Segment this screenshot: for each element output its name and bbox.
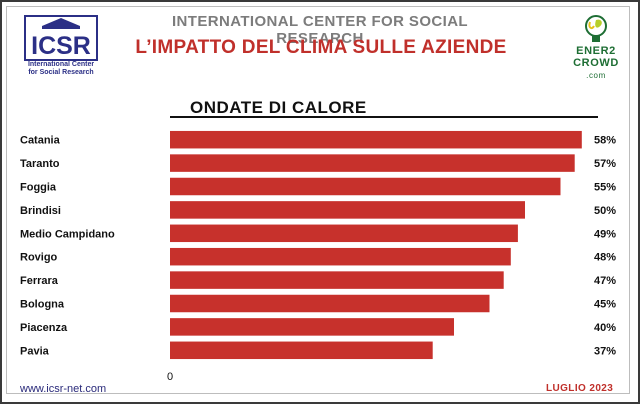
value-label: 47% [594,275,616,287]
bar-piacenza [170,318,454,336]
category-labels: Catania Taranto Foggia Brindisi Medio Campid… [20,135,115,358]
logo-line-2: CROWD [573,57,619,69]
ener2crowd-logo: ENER2 CROWD .com [566,12,626,84]
x-ticks: 0 [167,371,173,383]
category-label: Bologna [20,299,65,311]
logo-acronym: ICSR [31,32,91,60]
value-label: 50% [594,205,616,217]
value-label: 58% [594,135,616,147]
category-label: Rovigo [20,252,58,264]
bar-foggia [170,177,561,196]
bar-brindisi [170,201,525,219]
bar-chart: Catania Taranto Foggia Brindisi Medio Campid… [20,130,616,383]
category-label: Pavia [20,345,50,357]
temple-icon: ICSR International Center for Social Res… [24,15,98,76]
title-underline [170,116,598,118]
bar-medio-campidano [170,224,518,243]
value-label: 48% [594,252,616,264]
category-label: Piacenza [20,322,68,334]
x-tick-label: 0 [167,371,173,383]
footer-url[interactable]: www.icsr-net.com [20,383,107,395]
bars [170,130,582,360]
value-label: 49% [594,228,616,240]
category-label: Taranto [20,158,60,170]
icsr-logo: ICSR International Center for Social Res… [20,14,102,76]
logo-subtitle-2: for Social Research [28,69,93,76]
value-label: 40% [594,322,616,334]
category-label: Catania [20,135,61,147]
value-labels: 58% 57% 55% 50% 49% 48% 47% 45% 40% 37% [594,135,616,358]
value-label: 45% [594,299,616,311]
category-label: Ferrara [20,275,59,287]
chart-title: ONDATE DI CALORE [190,98,367,117]
category-label: Brindisi [20,205,61,217]
bar-pavia [170,341,433,360]
logo-line-3: .com [586,71,606,80]
lightbulb-icon [585,15,607,42]
value-label: 37% [594,345,616,357]
bar-taranto [170,154,575,172]
bar-catania [170,130,582,149]
bar-rovigo [170,247,511,266]
logo-subtitle-1: International Center [28,61,94,68]
value-label: 57% [594,158,616,170]
logo-line-1: ENER2 [576,45,616,57]
organization-title: INTERNATIONAL CENTER FOR SOCIAL RESEARCH [171,13,468,47]
category-label: Foggia [20,182,57,194]
value-label: 55% [594,182,616,194]
inner-border [6,6,630,394]
category-label: Medio Campidano [20,228,115,240]
bar-ferrara [170,271,504,289]
footer-date: LUGLIO 2023 [546,383,614,394]
bar-bologna [170,294,490,313]
page-title: L’IMPATTO DEL CLIMA SULLE AZIENDE [135,37,507,58]
